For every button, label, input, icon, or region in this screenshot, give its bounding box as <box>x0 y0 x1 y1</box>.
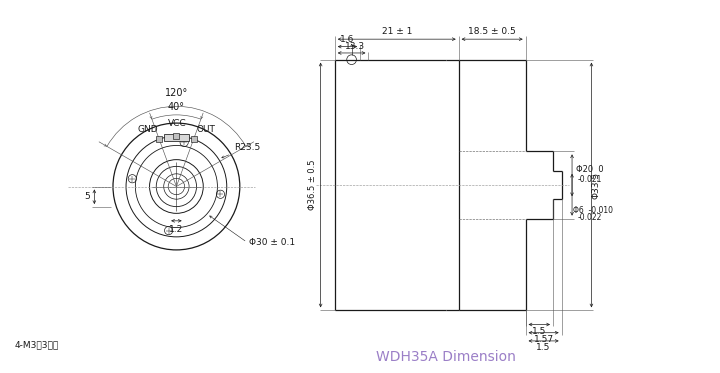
Text: Φ20  0: Φ20 0 <box>576 165 603 174</box>
Text: GND: GND <box>138 125 158 134</box>
Text: 40°: 40° <box>168 103 185 112</box>
Text: -0.022: -0.022 <box>577 213 602 222</box>
Text: Φ30 ± 0.1: Φ30 ± 0.1 <box>249 238 295 247</box>
Text: R23.5: R23.5 <box>222 143 261 158</box>
Text: WDH35A Dimension: WDH35A Dimension <box>377 350 516 364</box>
Text: 5: 5 <box>84 192 90 201</box>
Text: 1.57: 1.57 <box>534 335 554 344</box>
Bar <box>191 136 197 142</box>
Text: 4-M3深3以上: 4-M3深3以上 <box>14 341 58 350</box>
Text: 120°: 120° <box>165 88 188 97</box>
Bar <box>156 136 162 142</box>
Text: 13.3: 13.3 <box>346 43 365 51</box>
Text: Φ33.5: Φ33.5 <box>591 172 600 198</box>
Bar <box>174 133 179 139</box>
Text: -0.021: -0.021 <box>577 175 602 184</box>
Bar <box>163 134 189 141</box>
Text: 21 ± 1: 21 ± 1 <box>382 27 412 36</box>
Text: 1.5: 1.5 <box>532 327 546 336</box>
Text: VCC: VCC <box>168 119 186 128</box>
Text: OUT: OUT <box>197 125 216 134</box>
Text: 1.5: 1.5 <box>536 343 551 352</box>
Text: Φ6  -0.010: Φ6 -0.010 <box>573 206 613 215</box>
Text: Φ36.5 ± 0.5: Φ36.5 ± 0.5 <box>308 160 317 210</box>
Text: 18.5 ± 0.5: 18.5 ± 0.5 <box>468 27 516 36</box>
Text: 1.2: 1.2 <box>169 225 184 233</box>
Text: 1.6: 1.6 <box>341 35 355 44</box>
